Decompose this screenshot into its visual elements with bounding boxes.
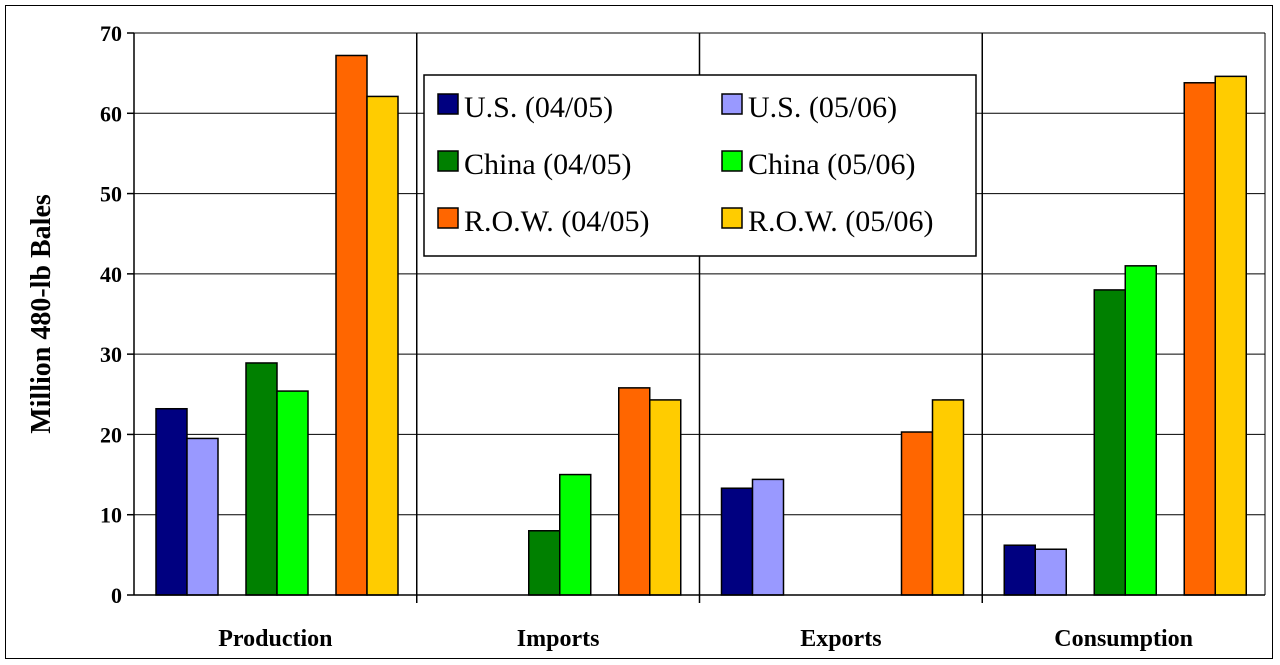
bars bbox=[155, 54, 1247, 596]
legend-swatch bbox=[721, 207, 743, 229]
category-label: Exports bbox=[800, 626, 881, 652]
legend-swatch bbox=[437, 93, 459, 115]
legend-label: R.O.W. (04/05) bbox=[464, 205, 650, 238]
bar-u-s-04-05-consumption bbox=[1003, 544, 1036, 596]
y-tick-label: 0 bbox=[111, 583, 122, 608]
legend-box bbox=[423, 74, 977, 257]
legend-swatch bbox=[721, 93, 743, 115]
y-tick-labels: 0 10 20 30 40 50 60 70 bbox=[100, 21, 122, 608]
bar-u-s-05-06-production bbox=[186, 437, 219, 596]
y-axis-title: Million 480-lb Bales bbox=[26, 194, 57, 434]
legend-swatch bbox=[437, 207, 459, 229]
legend-label: U.S. (05/06) bbox=[748, 91, 897, 124]
y-tick-label: 40 bbox=[100, 262, 122, 287]
legend-swatch bbox=[437, 150, 459, 172]
bar-u-s-04-05-exports bbox=[720, 487, 754, 596]
bar-u-s-05-06-exports bbox=[751, 478, 785, 596]
bar-r-o-w-04-05-production bbox=[335, 54, 368, 596]
bar-u-s-04-05-production bbox=[155, 407, 188, 596]
bar-r-o-w-05-06-imports bbox=[649, 399, 682, 596]
y-tick-label: 30 bbox=[100, 342, 122, 367]
y-tick-label: 20 bbox=[100, 422, 122, 447]
grid-lines bbox=[134, 32, 1265, 516]
y-tick-label: 10 bbox=[100, 503, 122, 528]
bar-r-o-w-04-05-exports bbox=[900, 431, 934, 596]
category-label: Imports bbox=[517, 626, 600, 652]
bar-china-04-05-production bbox=[245, 362, 278, 596]
x-category-labels: Production Imports Exports Consumption bbox=[218, 626, 1193, 652]
y-tick-label: 50 bbox=[100, 182, 122, 207]
bar-r-o-w-05-06-consumption bbox=[1214, 75, 1247, 596]
bar-r-o-w-04-05-consumption bbox=[1183, 82, 1216, 596]
legend-swatch bbox=[721, 150, 743, 172]
legend-label: R.O.W. (05/06) bbox=[748, 205, 934, 238]
bar-china-04-05-imports bbox=[528, 530, 561, 596]
axes bbox=[127, 32, 1266, 596]
legend-label: China (04/05) bbox=[464, 148, 631, 181]
bar-r-o-w-05-06-production bbox=[366, 95, 399, 596]
chart-frame bbox=[5, 5, 1273, 659]
category-label: Production bbox=[218, 626, 332, 652]
y-tick-label: 70 bbox=[100, 21, 122, 46]
bar-china-05-06-imports bbox=[559, 473, 592, 596]
bar-china-05-06-production bbox=[276, 390, 309, 596]
category-label: Consumption bbox=[1054, 626, 1193, 652]
bar-china-04-05-consumption bbox=[1093, 289, 1126, 596]
bar-china-05-06-consumption bbox=[1124, 265, 1157, 596]
legend-label: U.S. (04/05) bbox=[464, 91, 613, 124]
y-tick-label: 60 bbox=[100, 101, 122, 126]
bar-r-o-w-04-05-imports bbox=[618, 387, 651, 596]
bar-r-o-w-05-06-exports bbox=[931, 399, 965, 596]
bar-u-s-05-06-consumption bbox=[1034, 548, 1067, 596]
legend: U.S. (04/05) U.S. (05/06) China (04/05) Chi… bbox=[423, 74, 977, 257]
legend-label: China (05/06) bbox=[748, 148, 915, 181]
